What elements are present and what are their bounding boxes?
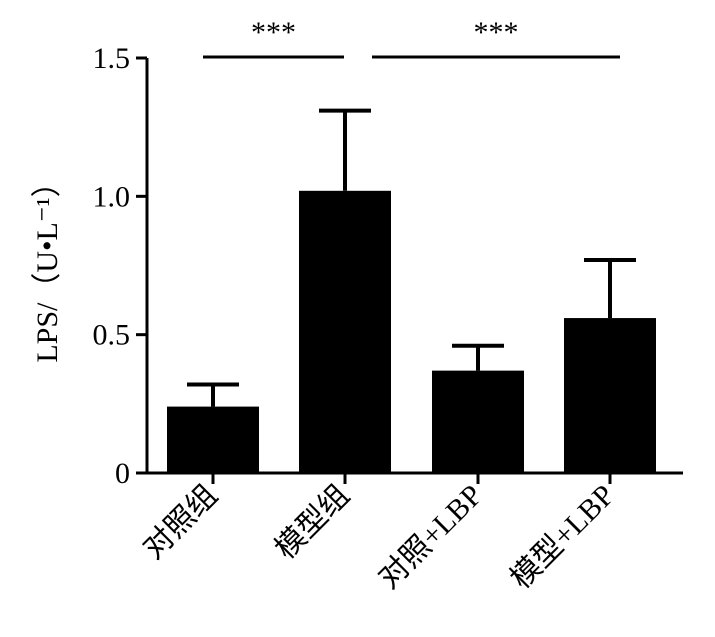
significance-label: *** [474,16,519,49]
error-bar-layer [187,108,636,407]
bar [432,370,524,473]
x-tick-layer: 对照组 模型组 对照+LBP 模型+LBP [137,473,621,595]
significance-label: *** [251,16,296,49]
y-tick-label: 1.0 [93,180,131,213]
bar [564,318,656,473]
bar [299,190,391,474]
significance-layer: *** *** [203,16,620,59]
y-tick-label: 0 [115,457,130,490]
bar-layer [167,190,656,474]
y-tick-label: 0.5 [93,319,131,352]
category-label: 模型组 [269,479,356,566]
category-label: 对照组 [137,479,224,566]
y-tick-layer: 0 0.5 1.0 1.5 [93,42,147,490]
category-label: 对照+LBP [372,479,489,596]
axes [145,58,683,475]
category-label: 模型+LBP [504,479,621,596]
bar [167,406,259,473]
y-tick-label: 1.5 [93,42,131,75]
y-axis-label: LPS/（U•L⁻¹） [31,167,64,362]
